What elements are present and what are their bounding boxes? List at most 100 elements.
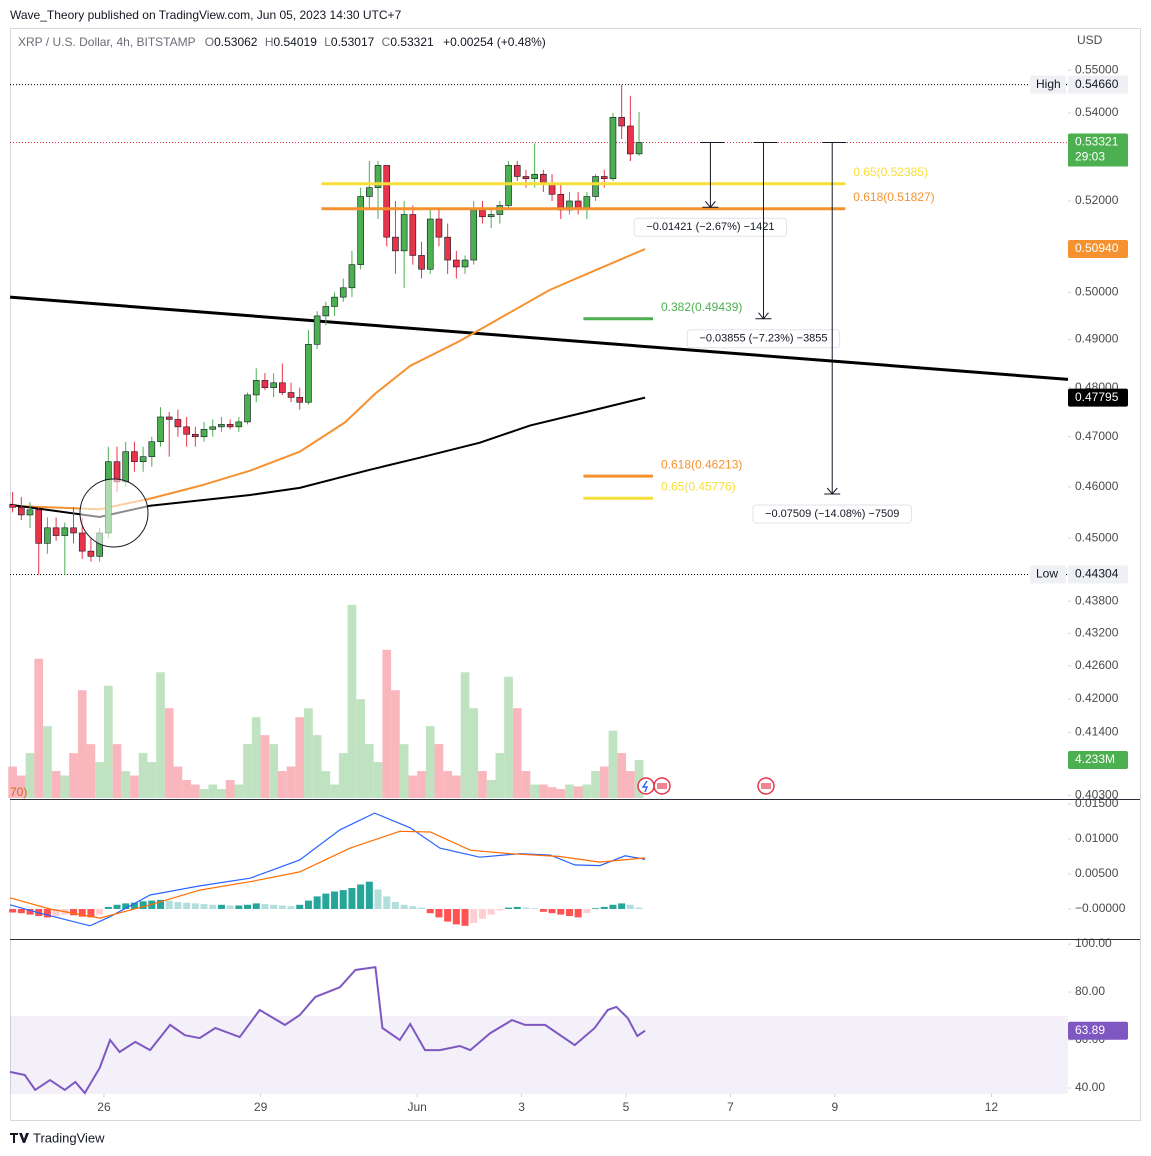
y-tick-label: 0.47000 bbox=[1075, 429, 1119, 443]
candle-body bbox=[165, 416, 173, 420]
volume-bar bbox=[373, 762, 383, 798]
candle-body bbox=[183, 426, 190, 435]
measure-box bbox=[752, 504, 912, 524]
candle-body bbox=[609, 117, 617, 179]
volume-bar bbox=[626, 771, 635, 798]
candle-body bbox=[470, 209, 478, 261]
volume-bar bbox=[417, 771, 426, 798]
candle-body bbox=[574, 200, 582, 209]
volume-bar bbox=[486, 780, 496, 798]
macd-histogram-bar bbox=[531, 908, 539, 910]
rsi-line bbox=[9, 965, 646, 1095]
macd-histogram-bar bbox=[70, 908, 78, 916]
volume-bar bbox=[112, 744, 122, 798]
volume-bar bbox=[312, 735, 322, 798]
price-tag bbox=[1068, 750, 1128, 769]
candle-body bbox=[426, 218, 434, 270]
y-tick-label: 100.00 bbox=[1075, 936, 1112, 950]
macd-histogram-bar bbox=[9, 908, 17, 913]
volume-bar bbox=[556, 789, 566, 798]
candle-body bbox=[296, 397, 304, 403]
brand-name: TradingView bbox=[33, 1130, 105, 1145]
candle-body bbox=[400, 214, 408, 252]
macd-histogram-bar bbox=[522, 907, 530, 909]
macd-histogram-bar bbox=[157, 899, 165, 909]
candle-body bbox=[174, 419, 182, 428]
volume-bar bbox=[208, 784, 218, 798]
candle-body bbox=[348, 264, 356, 289]
x-tick-label: 29 bbox=[254, 1100, 268, 1114]
candle-body bbox=[531, 173, 538, 179]
volume-bar bbox=[43, 726, 52, 798]
volume-bar bbox=[225, 780, 235, 798]
x-tick-label: 9 bbox=[831, 1100, 838, 1114]
macd-histogram-bar bbox=[496, 908, 504, 911]
macd-histogram-bar bbox=[357, 884, 365, 909]
volume-bar bbox=[199, 789, 209, 798]
price-tag bbox=[1068, 133, 1128, 152]
moving-average bbox=[9, 248, 646, 511]
macd-histogram-bar bbox=[78, 908, 86, 917]
plot-layer: 0.550000.540000.520000.500000.490000.480… bbox=[8, 62, 1126, 1114]
candle-body bbox=[461, 259, 469, 268]
fib-label: 0.382(0.49439) bbox=[661, 300, 742, 314]
change: +0.00254 (+0.48%) bbox=[443, 35, 546, 49]
candle-body bbox=[35, 509, 43, 544]
volume-bar bbox=[86, 744, 96, 798]
y-tick-label: −0.00000 bbox=[1075, 901, 1126, 915]
volume-bar bbox=[164, 708, 174, 798]
event-icon[interactable] bbox=[637, 777, 655, 795]
volume-bar bbox=[182, 780, 191, 798]
event-icons bbox=[637, 777, 775, 795]
event-icon-glyph bbox=[657, 783, 667, 789]
event-icon-glyph bbox=[641, 780, 649, 793]
macd-histogram-bar bbox=[391, 901, 399, 909]
price-tag bbox=[1068, 1021, 1128, 1040]
macd-histogram-bar bbox=[557, 908, 565, 915]
volume-bar bbox=[243, 744, 252, 798]
y-tick-label: 0.01000 bbox=[1075, 831, 1119, 845]
macd-histogram-bar bbox=[609, 904, 617, 909]
y-tick-label: 0.00500 bbox=[1075, 866, 1119, 880]
volume-bar bbox=[469, 708, 479, 798]
candle-body bbox=[627, 125, 634, 155]
candle-body bbox=[261, 380, 269, 388]
volume-bar bbox=[364, 744, 374, 798]
volume-bar bbox=[130, 775, 139, 798]
volume-bar bbox=[295, 717, 305, 798]
candle-body bbox=[313, 315, 321, 345]
volume-bar bbox=[147, 762, 157, 798]
candle-body bbox=[244, 394, 251, 423]
macd-histogram-bar bbox=[287, 906, 295, 909]
macd-histogram-bar bbox=[505, 907, 513, 909]
y-tick-label: 80.00 bbox=[1075, 984, 1105, 998]
price-tag-label: 0.47795 bbox=[1075, 390, 1119, 404]
volume-bar bbox=[608, 730, 618, 798]
macd-histogram-bar bbox=[487, 908, 495, 915]
candle-body bbox=[409, 214, 417, 256]
x-tick-label: 7 bbox=[727, 1100, 734, 1114]
volume-bar bbox=[356, 699, 365, 798]
symbol: XRP / U.S. Dollar, 4h, BITSTAMP bbox=[18, 35, 196, 49]
candle-body bbox=[148, 441, 156, 457]
y-tick-label: 0.50000 bbox=[1075, 285, 1119, 299]
macd-histogram-bar bbox=[374, 889, 382, 909]
x-tick-label: 12 bbox=[985, 1100, 999, 1114]
macd-histogram-bar bbox=[583, 908, 591, 914]
ohlc-value: 0.54019 bbox=[274, 35, 318, 49]
volume-bar bbox=[495, 753, 505, 798]
x-tick-label: 3 bbox=[518, 1100, 525, 1114]
volume-bar bbox=[69, 753, 78, 798]
x-tick-label: Jun bbox=[408, 1100, 427, 1114]
highlight-circle bbox=[79, 478, 149, 548]
macd-histogram-bar bbox=[635, 907, 643, 909]
volume-bar bbox=[260, 735, 270, 798]
y-tick-label: 0.46000 bbox=[1075, 479, 1119, 493]
tag-caption: High bbox=[1036, 77, 1061, 91]
candle-body bbox=[600, 176, 608, 179]
macd-histogram-bar bbox=[452, 908, 460, 925]
macd-histogram-bar bbox=[600, 906, 608, 909]
volume-bar bbox=[251, 717, 261, 798]
volume-bar bbox=[504, 676, 513, 798]
price-tag-label: 63.89 bbox=[1075, 1023, 1105, 1037]
